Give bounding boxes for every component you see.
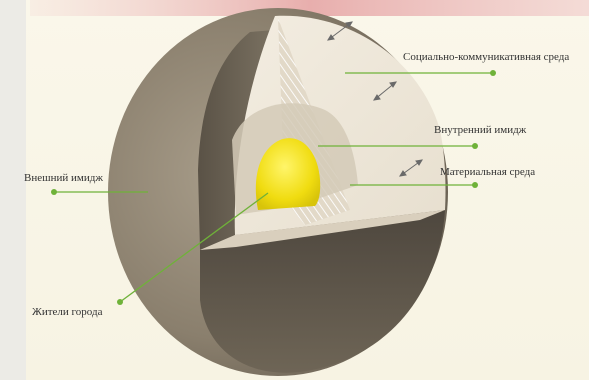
top-band xyxy=(30,0,589,16)
lower-cut-section xyxy=(200,210,445,373)
arrow-middle xyxy=(373,81,397,101)
dot-internal xyxy=(472,143,478,149)
arrow-top xyxy=(327,21,353,41)
dot-material xyxy=(472,182,478,188)
dot-external xyxy=(51,189,57,195)
left-margin-shade xyxy=(0,0,26,380)
label-external-image: Внешний имидж xyxy=(24,172,103,184)
label-residents: Жители города xyxy=(32,306,103,318)
label-social-environment: Социально-коммуникативная среда xyxy=(403,51,570,63)
dot-social xyxy=(490,70,496,76)
cut-ledge xyxy=(200,210,445,250)
leader-residents xyxy=(119,192,269,303)
dot-residents xyxy=(117,299,123,305)
arrow-lower xyxy=(399,159,423,177)
label-material-environment: Материальная среда xyxy=(440,166,536,178)
core xyxy=(255,138,321,210)
label-internal-image: Внутренний имидж xyxy=(434,124,527,136)
